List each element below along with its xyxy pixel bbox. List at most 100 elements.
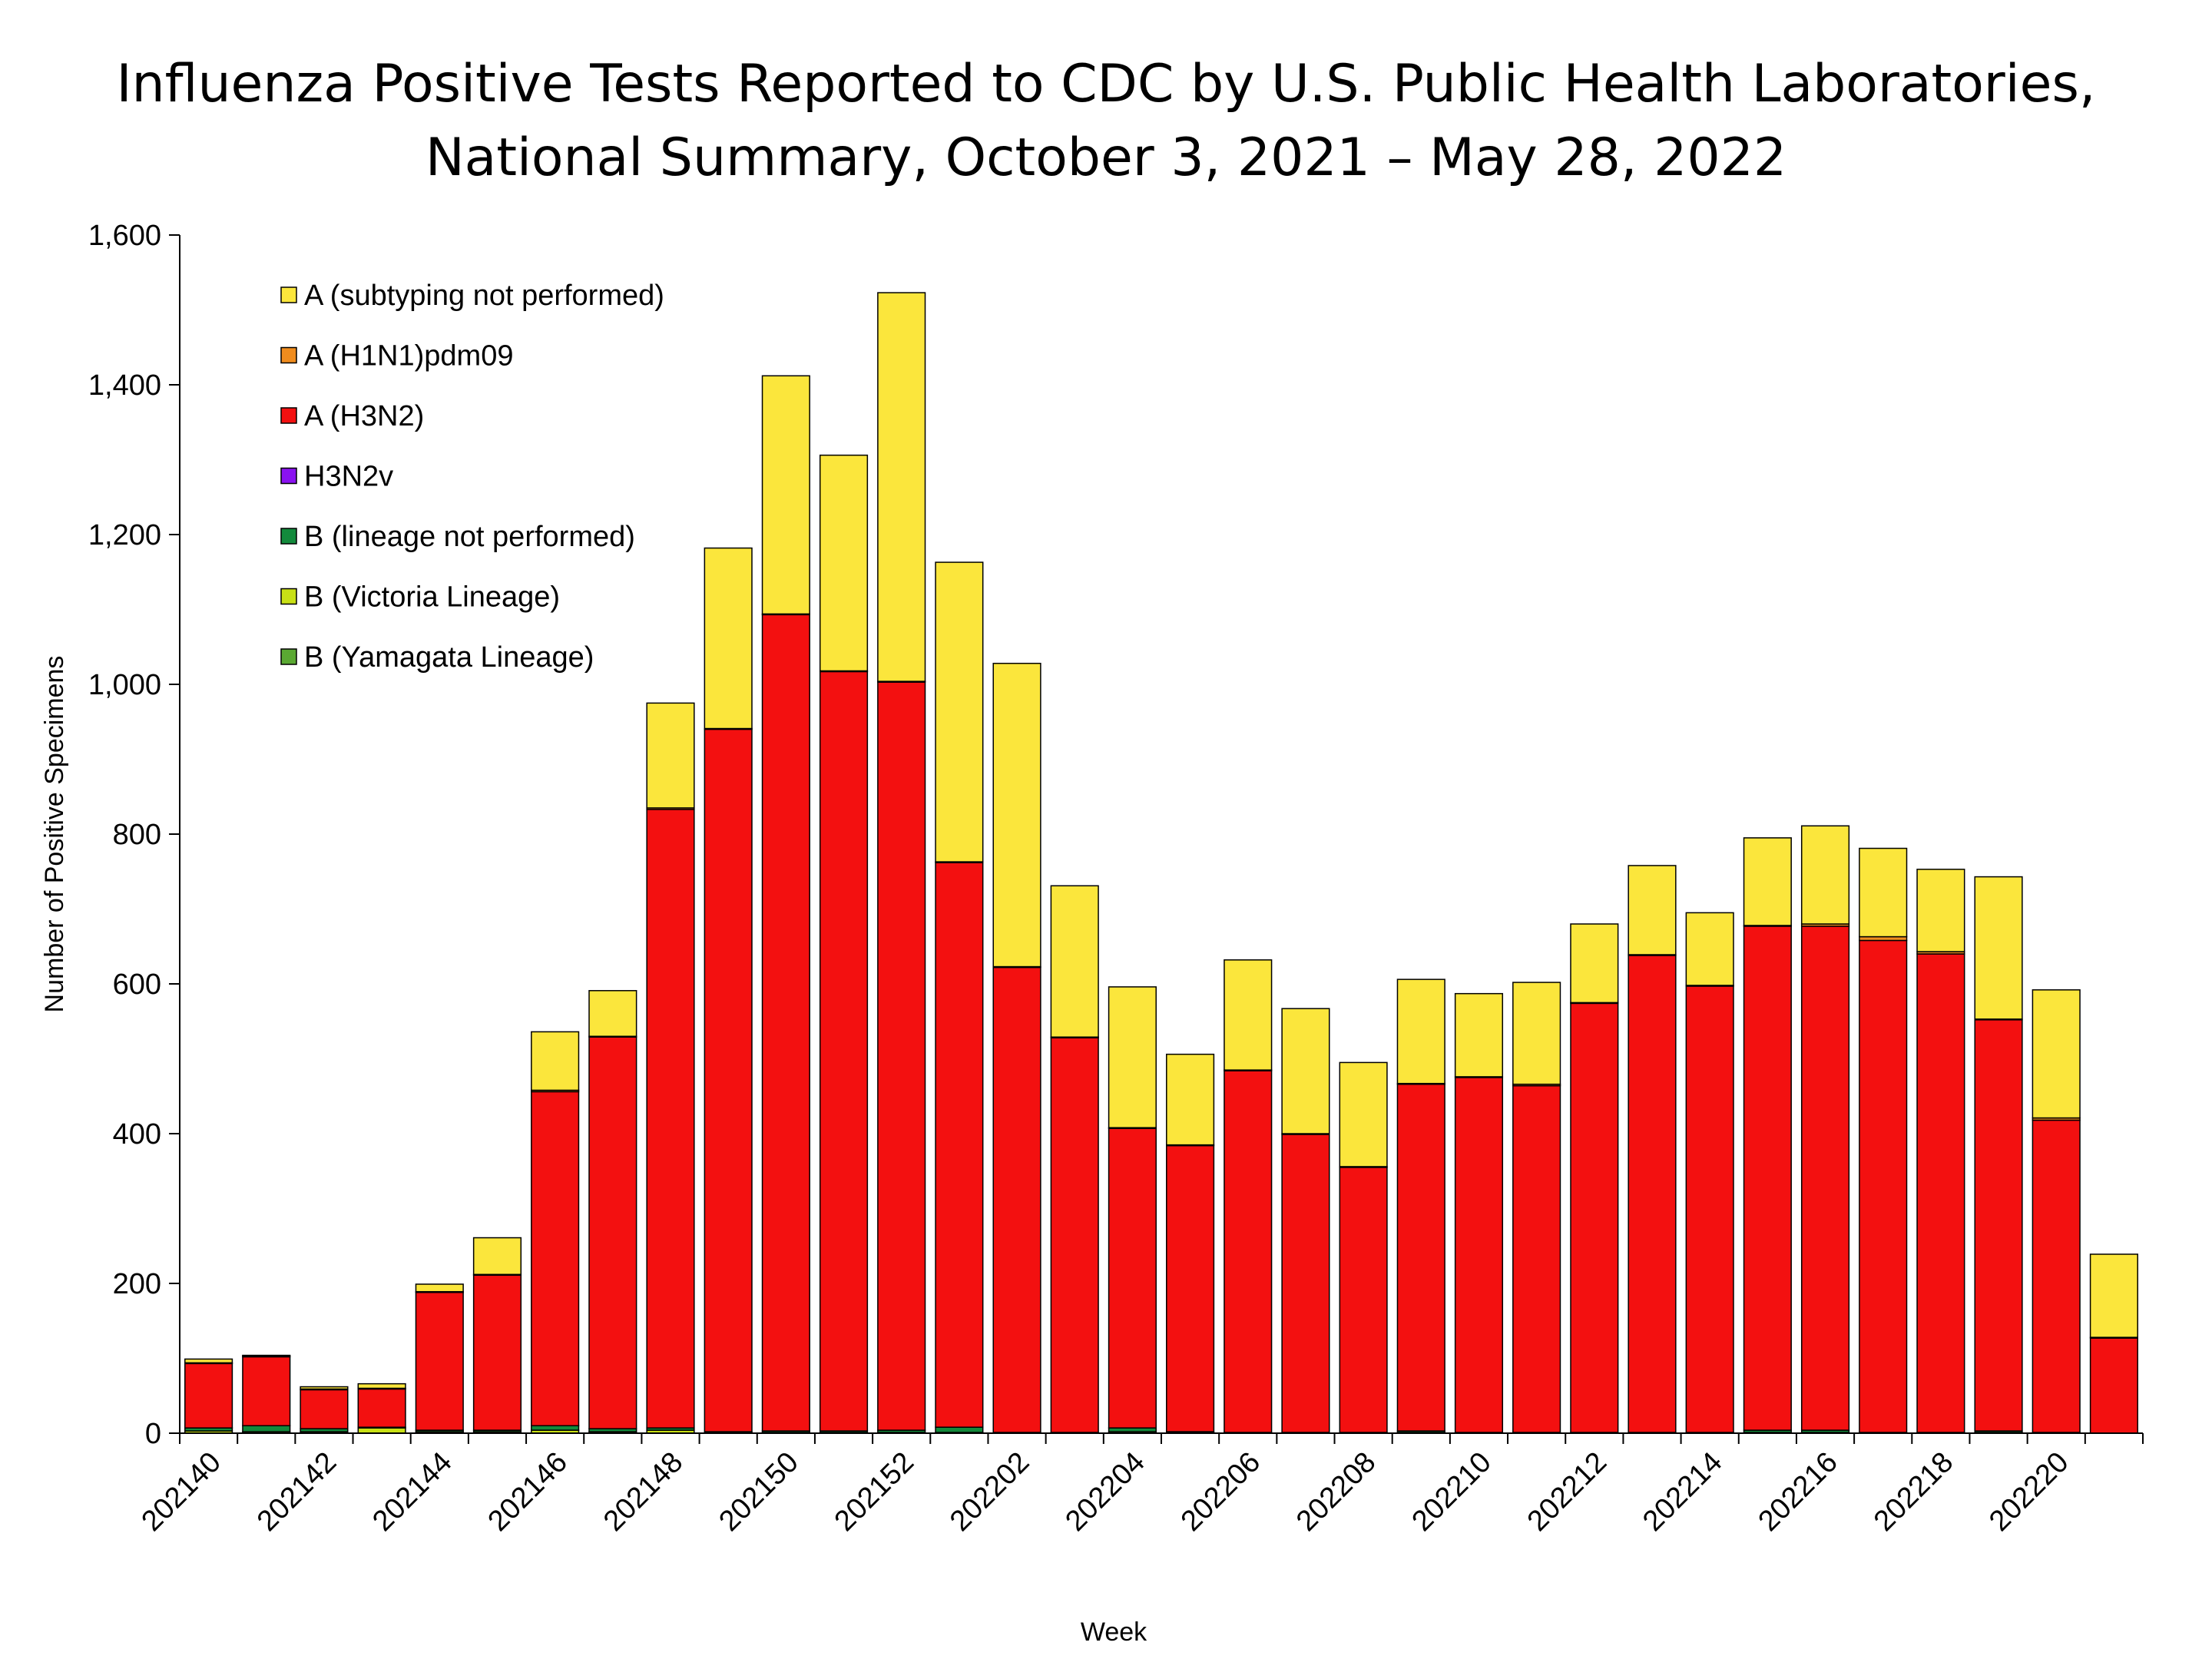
- legend-swatch: [280, 286, 297, 303]
- bar-segment: [1050, 1037, 1099, 1433]
- legend-swatch: [280, 346, 297, 364]
- bar-segment: [1685, 912, 1734, 986]
- legend-label: B (lineage not performed): [304, 521, 635, 553]
- legend: A (subtyping not performed) A (H1N1)pdm09…: [280, 280, 664, 674]
- y-tick-label: 1,600: [88, 220, 161, 252]
- x-tick-label: 202218: [1868, 1446, 1959, 1538]
- bar-segment: [300, 1386, 349, 1390]
- bar-segment: [531, 1091, 580, 1427]
- x-tick-label: 202216: [1752, 1446, 1843, 1538]
- bar-segment: [1512, 982, 1561, 1085]
- bar-segment: [1859, 847, 1908, 938]
- bar-segment: [184, 1358, 233, 1364]
- legend-swatch: [280, 467, 297, 485]
- bar-segment: [819, 671, 869, 1432]
- bar-segment: [1916, 869, 1965, 952]
- bar-segment: [1974, 1019, 2023, 1432]
- x-tick-label: 202212: [1522, 1446, 1613, 1538]
- bar-segment: [1685, 985, 1734, 1433]
- bar-segment: [1454, 1077, 1504, 1433]
- bar-segment: [1339, 1167, 1388, 1433]
- bar-segment: [531, 1031, 580, 1091]
- bar-segment: [877, 681, 926, 1431]
- bar-segment: [2089, 1253, 2138, 1338]
- bar-segment: [1224, 1070, 1273, 1433]
- bar-segment: [1224, 959, 1273, 1071]
- bar-segment: [992, 966, 1041, 1433]
- bar-segment: [1166, 1144, 1215, 1432]
- bar-segment: [1628, 865, 1677, 955]
- legend-label: A (H3N2): [304, 400, 424, 432]
- bar-segment: [1743, 926, 1792, 1431]
- bar-segment: [2032, 1119, 2081, 1433]
- bar-segment: [1281, 1008, 1330, 1134]
- legend-swatch: [280, 407, 297, 424]
- chart-title: Influenza Positive Tests Reported to CDC…: [116, 54, 2095, 188]
- bar-segment: [2032, 989, 2081, 1119]
- legend-label: A (subtyping not performed): [304, 280, 664, 312]
- bar-segment: [1512, 1084, 1561, 1433]
- x-axis-label: Week: [1081, 1618, 1147, 1647]
- x-tick-label: 202220: [1983, 1446, 2075, 1538]
- bar-segment: [704, 728, 753, 1432]
- bar-segment: [1050, 885, 1099, 1038]
- y-tick-label: 1,000: [88, 669, 161, 701]
- y-axis-ticks: 0 200 400 600 800 1,000 1,200 1,400 1,600: [88, 220, 180, 1450]
- bar-segment: [415, 1283, 464, 1293]
- bar-segment: [1454, 992, 1504, 1078]
- bar-segment: [242, 1356, 291, 1427]
- bar-segment: [1800, 926, 1850, 1431]
- bar-segment: [1396, 1083, 1445, 1432]
- bar-segment: [1628, 955, 1677, 1433]
- bar-segment: [1339, 1061, 1388, 1167]
- bar-segment: [819, 454, 869, 672]
- y-axis-label: Number of Positive Specimens: [40, 656, 69, 1013]
- bar-segment: [2089, 1337, 2138, 1434]
- bar-segment: [472, 1237, 522, 1276]
- x-tick-label: 202140: [136, 1446, 227, 1538]
- x-tick-label: 202204: [1059, 1446, 1151, 1538]
- bar-segment: [357, 1427, 406, 1434]
- legend-swatch: [280, 648, 297, 665]
- bar-segment: [992, 662, 1041, 968]
- bar-segment: [646, 809, 695, 1429]
- bar-segment: [1916, 953, 1965, 1433]
- bar-segment: [704, 547, 753, 730]
- x-tick-label: 202208: [1290, 1446, 1382, 1538]
- bar-segment: [1166, 1053, 1215, 1146]
- x-tick-label: 202202: [944, 1446, 1035, 1538]
- legend-label: B (Yamagata Lineage): [304, 641, 594, 674]
- x-tick-label: 202206: [1175, 1446, 1267, 1538]
- chart-title-line-2: National Summary, October 3, 2021 – May …: [426, 127, 1786, 188]
- bar-segment: [1281, 1134, 1330, 1433]
- chart-title-line-1: Influenza Positive Tests Reported to CDC…: [116, 54, 2095, 114]
- bar-segment: [1108, 986, 1157, 1128]
- bar-segment: [531, 1425, 580, 1431]
- x-tick-label: 202148: [598, 1446, 689, 1538]
- y-tick-label: 600: [113, 969, 161, 1001]
- bar-segment: [472, 1274, 522, 1431]
- legend-label: B (Victoria Lineage): [304, 581, 560, 614]
- legend-label: A (H1N1)pdm09: [304, 340, 513, 373]
- bar-segment: [1570, 1002, 1619, 1433]
- bar-segment: [877, 292, 926, 682]
- x-tick-label: 202144: [366, 1446, 458, 1538]
- x-tick-label: 202142: [251, 1446, 343, 1538]
- bars: [184, 292, 2138, 1434]
- bar-segment: [357, 1388, 406, 1428]
- bar-segment: [1859, 939, 1908, 1433]
- y-tick-label: 200: [113, 1268, 161, 1300]
- y-tick-label: 1,200: [88, 519, 161, 551]
- bar-segment: [1108, 1128, 1157, 1429]
- legend-swatch: [280, 528, 297, 545]
- legend-label: H3N2v: [304, 461, 393, 493]
- bar-segment: [242, 1425, 291, 1432]
- x-tick-label: 202152: [829, 1446, 920, 1538]
- bar-segment: [588, 990, 637, 1038]
- x-tick-label: 202210: [1406, 1446, 1497, 1538]
- bar-segment: [415, 1291, 464, 1431]
- x-tick-label: 202214: [1637, 1446, 1728, 1538]
- bar-segment: [935, 561, 984, 863]
- x-tick-label: 202146: [482, 1446, 574, 1538]
